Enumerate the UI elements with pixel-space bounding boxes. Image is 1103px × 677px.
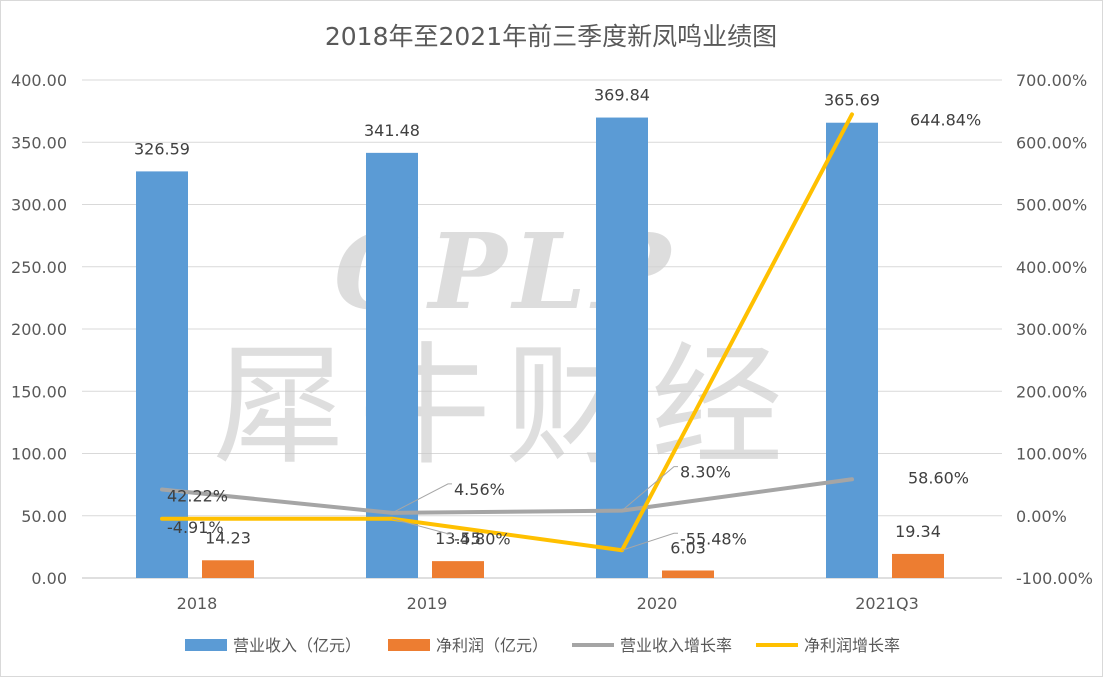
bar-data-label: 19.34	[895, 522, 941, 541]
y-left-tick-label: 200.00	[11, 320, 67, 339]
bar	[662, 570, 714, 578]
y-right-tick-label: 0.00%	[1016, 507, 1067, 526]
line-data-label: -4.80%	[454, 530, 511, 549]
y-left-tick-label: 250.00	[11, 258, 67, 277]
bar	[202, 560, 254, 578]
bar	[136, 171, 188, 578]
bar-data-label: 365.69	[824, 91, 880, 110]
line-data-label: 4.56%	[454, 480, 505, 499]
bar-data-label: 326.59	[134, 139, 190, 158]
axes: 0.00 50.00 100.00 150.00 200.00 250.00 300.00 3…	[11, 71, 1093, 613]
y-left-tick-label: 0.00	[31, 569, 67, 588]
y-right-tick-label: 500.00%	[1016, 196, 1087, 215]
legend-swatch	[388, 639, 430, 651]
x-tick-label: 2019	[407, 594, 448, 613]
y-right-tick-label: 100.00%	[1016, 445, 1087, 464]
y-right-tick-label: 200.00%	[1016, 382, 1087, 401]
legend-swatch	[185, 639, 227, 651]
watermark-cjk: 犀牛财经	[213, 330, 797, 484]
leader-line	[391, 483, 452, 514]
bar-data-label: 341.48	[364, 121, 420, 140]
line-data-label: 58.60%	[908, 468, 969, 487]
y-left-tick-label: 100.00	[11, 445, 67, 464]
y-left-tick-label: 350.00	[11, 133, 67, 152]
y-right-tick-label: 600.00%	[1016, 133, 1087, 152]
chart-title: 2018年至2021年前三季度新凤鸣业绩图	[325, 22, 777, 51]
legend-label: 净利润（亿元）	[436, 636, 548, 655]
legend-label: 营业收入（亿元）	[233, 636, 361, 655]
data-labels: 326.59 341.48 369.84 365.69 14.23 13.55 6.03 19…	[134, 86, 981, 558]
bar	[366, 152, 418, 578]
legend-label: 净利润增长率	[804, 636, 900, 655]
line-data-label: 644.84%	[910, 110, 981, 129]
bar	[432, 561, 484, 578]
series-line	[160, 112, 854, 553]
bar	[892, 553, 944, 578]
y-left-tick-label: 300.00	[11, 196, 67, 215]
line-data-label: 8.30%	[680, 463, 731, 482]
leader-line	[621, 466, 678, 511]
bar-data-label: 13.55	[435, 529, 481, 548]
bar-data-label: 369.84	[594, 86, 650, 105]
leader-line	[391, 518, 452, 535]
legend-label: 营业收入增长率	[620, 636, 732, 655]
y-right-tick-label: 300.00%	[1016, 320, 1087, 339]
y-right-tick-label: -100.00%	[1016, 569, 1093, 588]
legend: 营业收入（亿元） 净利润（亿元） 营业收入增长率 净利润增长率	[185, 636, 900, 655]
bar	[826, 122, 878, 579]
x-tick-label: 2020	[637, 594, 678, 613]
y-left-tick-label: 400.00	[11, 71, 67, 90]
series-line	[160, 477, 854, 515]
line-data-label: -4.91%	[167, 518, 224, 537]
bar-data-label: 14.23	[205, 528, 251, 547]
y-right-tick-label: 400.00%	[1016, 258, 1087, 277]
leader-line	[621, 532, 678, 551]
line-data-label: -55.48%	[680, 529, 747, 548]
lines	[160, 112, 854, 553]
x-tick-label: 2018	[177, 594, 218, 613]
y-left-tick-label: 150.00	[11, 382, 67, 401]
bar-data-label: 6.03	[670, 538, 706, 557]
y-right-tick-label: 700.00%	[1016, 71, 1087, 90]
bar	[596, 117, 648, 579]
x-tick-label: 2021Q3	[855, 594, 919, 613]
y-left-tick-label: 50.00	[21, 507, 67, 526]
bars	[136, 117, 944, 579]
line-data-label: 42.22%	[167, 486, 228, 505]
